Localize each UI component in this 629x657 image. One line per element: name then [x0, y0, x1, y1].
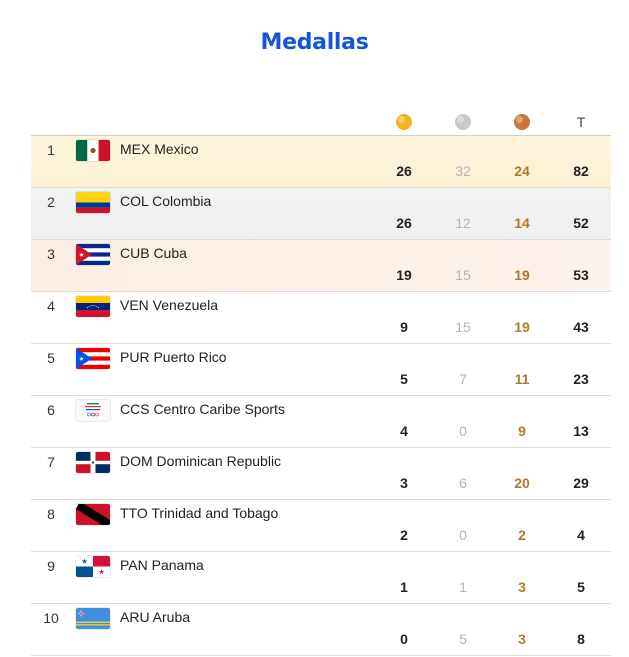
total-count: 43 — [573, 319, 589, 335]
gold-count: 4 — [400, 423, 408, 439]
dominican-republic-flag-icon — [76, 452, 110, 473]
bronze-medal-icon — [514, 114, 530, 130]
medal-table: T 1 MEX Mexico 26 32 24 82 2 COL Colombi… — [31, 111, 611, 656]
country-name[interactable]: CUB Cuba — [120, 245, 187, 261]
silver-count: 15 — [455, 319, 471, 335]
silver-count: 7 — [459, 371, 467, 387]
bronze-count: 11 — [514, 371, 530, 387]
total-count: 5 — [577, 579, 585, 595]
bronze-count: 24 — [514, 163, 530, 179]
silver-count: 12 — [455, 215, 471, 231]
bronze-count: 2 — [518, 527, 526, 543]
rank: 1 — [47, 142, 55, 158]
panama-flag-icon — [76, 556, 110, 577]
silver-count: 32 — [455, 163, 471, 179]
gold-count: 9 — [400, 319, 408, 335]
gold-count: 2 — [400, 527, 408, 543]
table-row[interactable]: 3 CUB Cuba 19 15 19 53 — [31, 240, 611, 292]
bronze-count: 19 — [514, 319, 530, 335]
country-name[interactable]: VEN Venezuela — [120, 297, 219, 313]
total-count: 29 — [573, 475, 589, 491]
bronze-count: 20 — [514, 475, 530, 491]
centro-caribe-sports-logo-icon — [76, 400, 110, 421]
rank: 3 — [47, 246, 55, 262]
silver-count: 5 — [459, 631, 467, 647]
silver-medal-column-header[interactable] — [448, 113, 478, 131]
total-count: 4 — [577, 527, 585, 543]
rank: 2 — [47, 194, 55, 210]
gold-count: 26 — [396, 163, 412, 179]
table-row[interactable]: 8 TTO Trinidad and Tobago 2 0 2 4 — [31, 500, 611, 552]
gold-count: 3 — [400, 475, 408, 491]
country-name[interactable]: PUR Puerto Rico — [120, 349, 227, 365]
table-row[interactable]: 5 PUR Puerto Rico 5 7 11 23 — [31, 344, 611, 396]
table-row[interactable]: 1 MEX Mexico 26 32 24 82 — [31, 136, 611, 188]
gold-count: 26 — [396, 215, 412, 231]
table-row[interactable]: 9 PAN Panama 1 1 3 5 — [31, 552, 611, 604]
total-column-header[interactable]: T — [566, 113, 596, 131]
silver-count: 0 — [459, 423, 467, 439]
silver-count: 0 — [459, 527, 467, 543]
colombia-flag-icon — [76, 192, 110, 213]
gold-count: 5 — [400, 371, 408, 387]
total-label: T — [576, 114, 586, 130]
gold-medal-icon — [396, 114, 412, 130]
table-row[interactable]: 6 CCS Centro Caribe Sports 4 0 9 13 — [31, 396, 611, 448]
table-header: T — [31, 111, 611, 136]
rank: 4 — [47, 298, 55, 314]
country-name[interactable]: TTO Trinidad and Tobago — [120, 505, 279, 521]
country-name[interactable]: PAN Panama — [120, 557, 204, 573]
rank: 10 — [43, 610, 59, 626]
total-count: 53 — [573, 267, 589, 283]
cuba-flag-icon — [76, 244, 110, 265]
country-name[interactable]: CCS Centro Caribe Sports — [120, 401, 285, 417]
rank: 9 — [47, 558, 55, 574]
bronze-count: 19 — [514, 267, 530, 283]
bronze-count: 3 — [518, 631, 526, 647]
gold-medal-column-header[interactable] — [389, 113, 419, 131]
bronze-count: 14 — [514, 215, 530, 231]
total-count: 52 — [573, 215, 589, 231]
rank: 8 — [47, 506, 55, 522]
bronze-medal-column-header[interactable] — [507, 113, 537, 131]
venezuela-flag-icon — [76, 296, 110, 317]
rank: 5 — [47, 350, 55, 366]
total-count: 13 — [573, 423, 589, 439]
gold-count: 1 — [400, 579, 408, 595]
table-row[interactable]: 7 DOM Dominican Republic 3 6 20 29 — [31, 448, 611, 500]
total-count: 8 — [577, 631, 585, 647]
country-name[interactable]: MEX Mexico — [120, 141, 199, 157]
total-count: 23 — [573, 371, 589, 387]
aruba-flag-icon — [76, 608, 110, 629]
silver-count: 1 — [459, 579, 467, 595]
bronze-count: 9 — [518, 423, 526, 439]
gold-count: 0 — [400, 631, 408, 647]
country-name[interactable]: COL Colombia — [120, 193, 212, 209]
rank: 7 — [47, 454, 55, 470]
puerto-rico-flag-icon — [76, 348, 110, 369]
silver-medal-icon — [455, 114, 471, 130]
table-row[interactable]: 10 ARU Aruba 0 5 3 8 — [31, 604, 611, 656]
mexico-flag-icon — [76, 140, 110, 161]
country-name[interactable]: ARU Aruba — [120, 609, 191, 625]
rank: 6 — [47, 402, 55, 418]
silver-count: 6 — [459, 475, 467, 491]
gold-count: 19 — [396, 267, 412, 283]
trinidad-and-tobago-flag-icon — [76, 504, 110, 525]
silver-count: 15 — [455, 267, 471, 283]
page-title: Medallas — [260, 30, 369, 55]
country-name[interactable]: DOM Dominican Republic — [120, 453, 282, 469]
table-row[interactable]: 4 VEN Venezuela 9 15 19 43 — [31, 292, 611, 344]
table-row[interactable]: 2 COL Colombia 26 12 14 52 — [31, 188, 611, 240]
total-count: 82 — [573, 163, 589, 179]
bronze-count: 3 — [518, 579, 526, 595]
